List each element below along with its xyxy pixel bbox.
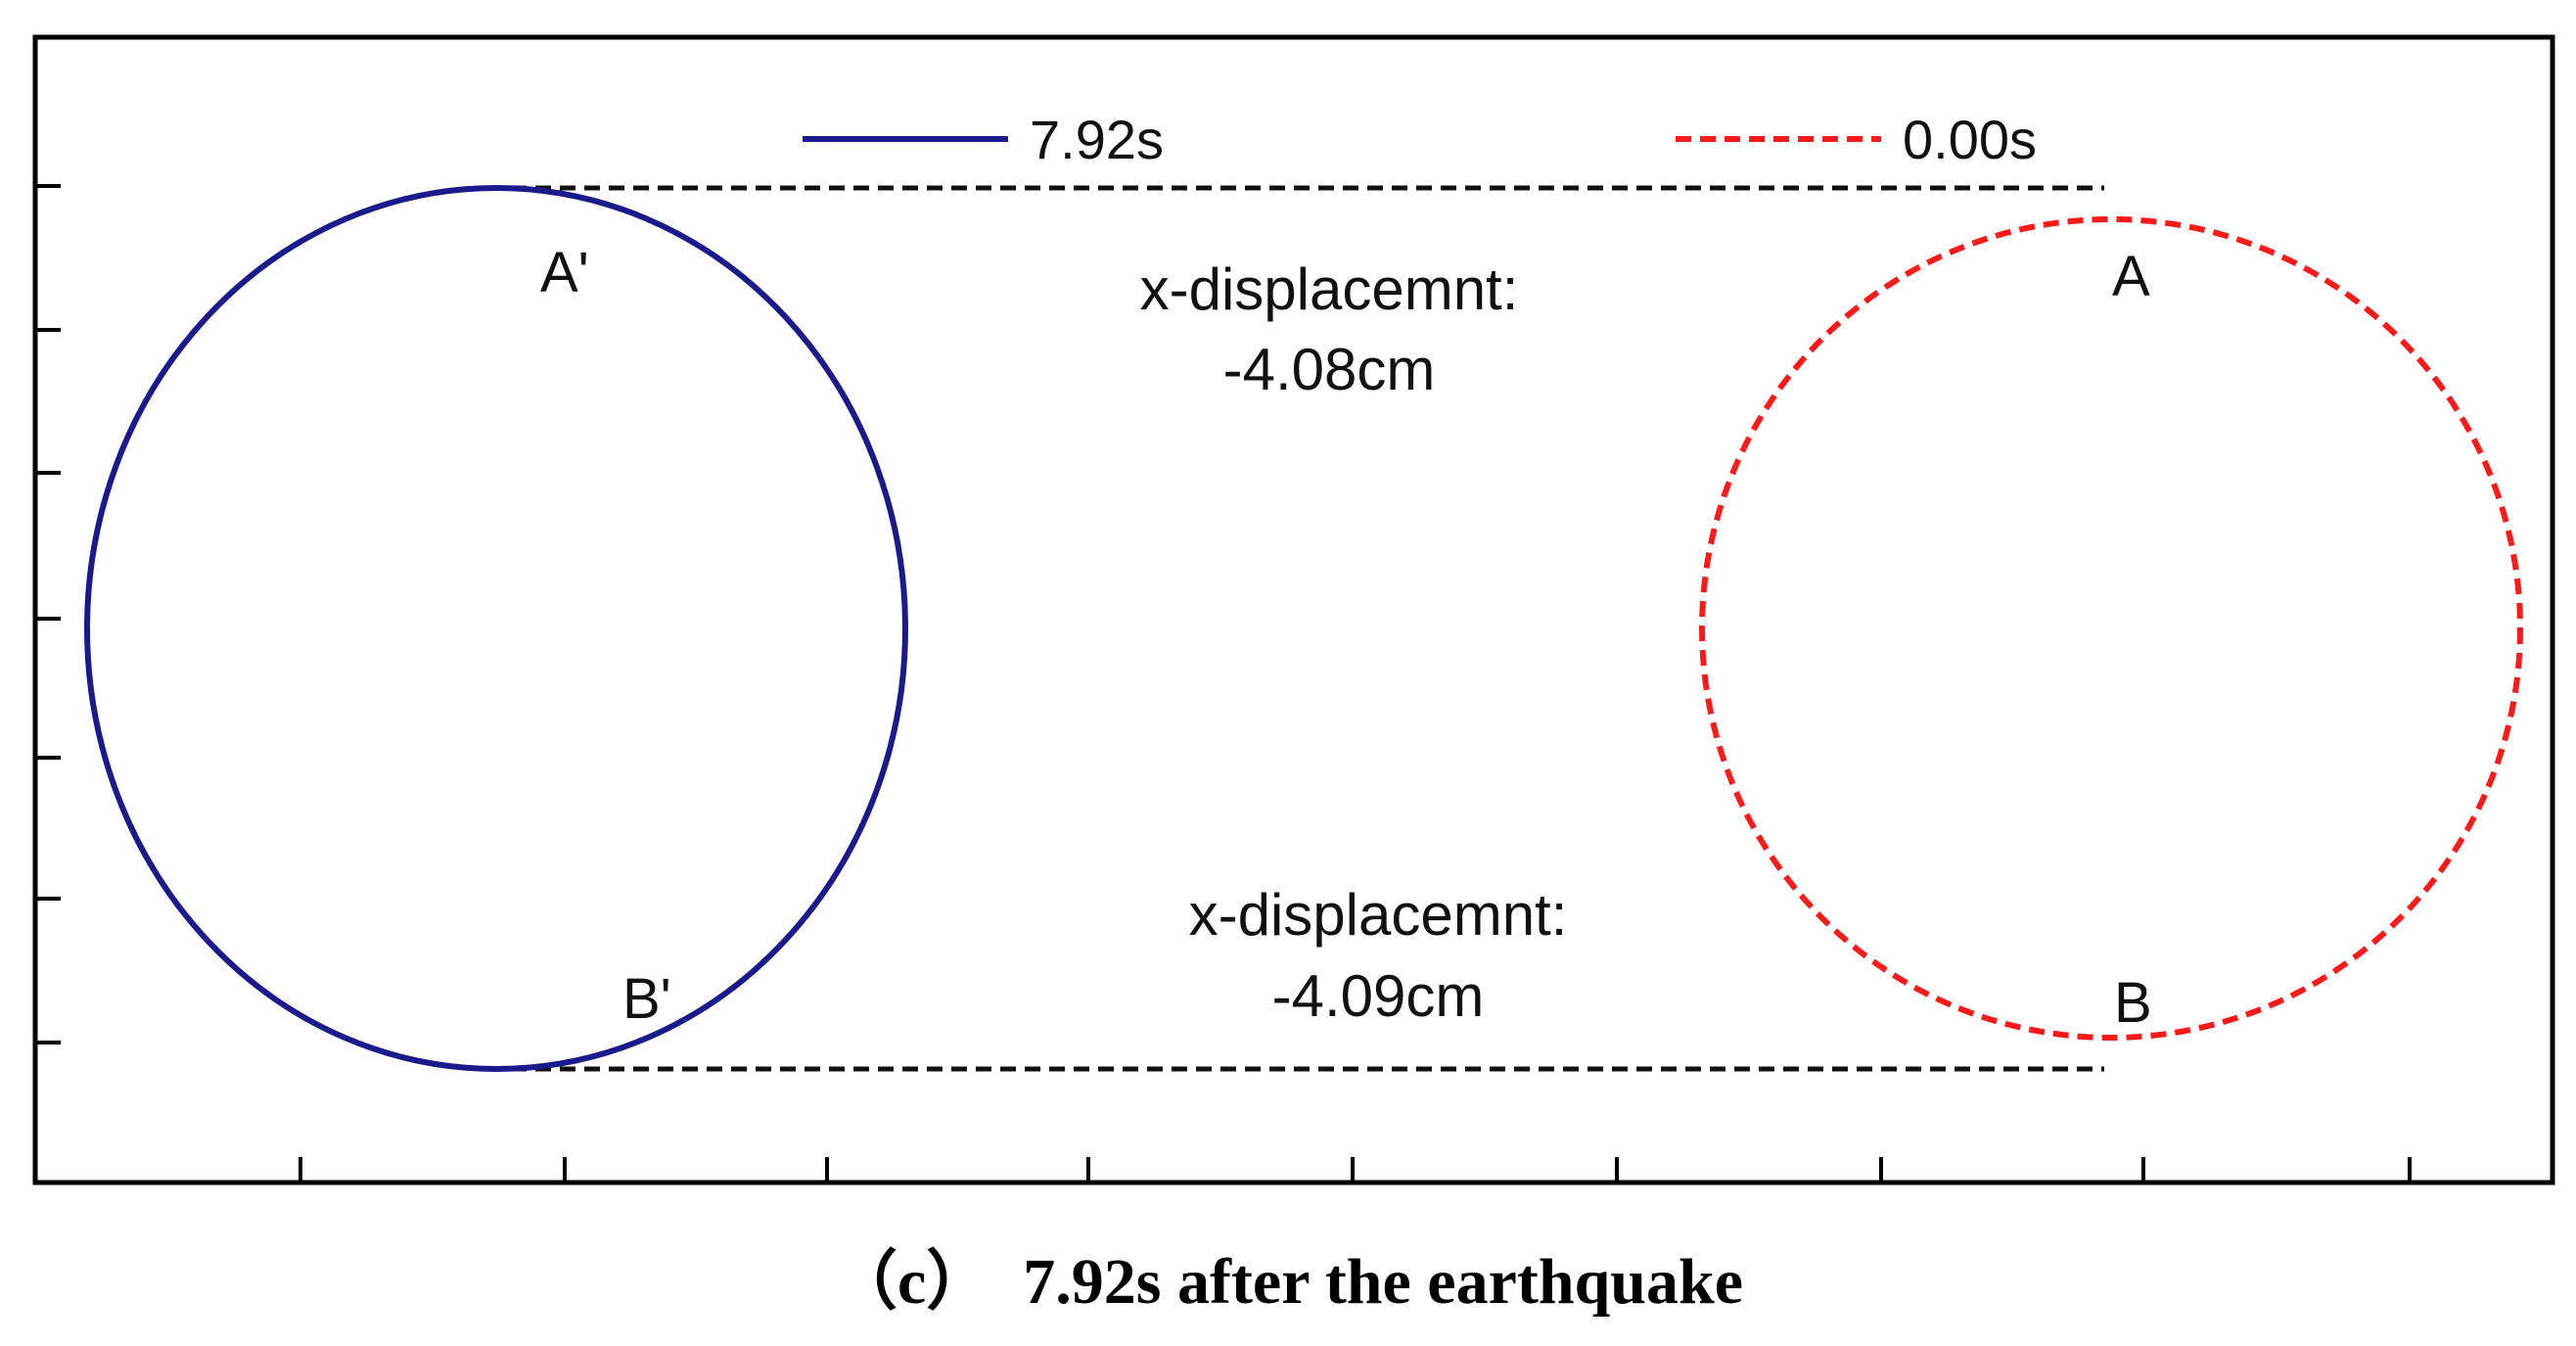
top-annotation-value: -4.08cm [1223,337,1436,402]
legend-label-solid: 7.92s [1030,109,1164,170]
deformed-section-7-92s [84,185,908,1072]
legend: 7.92s 0.00s [803,109,2037,170]
point-label-a: A [2112,245,2150,308]
figure-caption: （c） 7.92s after the earthquake [833,1246,1743,1318]
point-label-b: B [2114,971,2152,1035]
legend-label-dashed: 0.00s [1903,109,2037,170]
top-annotation-title: x-displacemnt: [1140,256,1519,322]
point-label-b-prime: B' [622,967,671,1031]
original-section-0-00s [1699,216,2523,1041]
bottom-annotation-title: x-displacemnt: [1189,882,1568,948]
point-label-a-prime: A' [540,241,589,304]
bottom-annotation-value: -4.09cm [1272,963,1485,1029]
plot-frame [32,34,2555,1185]
left-axis-ticks [35,184,61,1044]
bottom-axis-ticks [299,1157,2412,1183]
